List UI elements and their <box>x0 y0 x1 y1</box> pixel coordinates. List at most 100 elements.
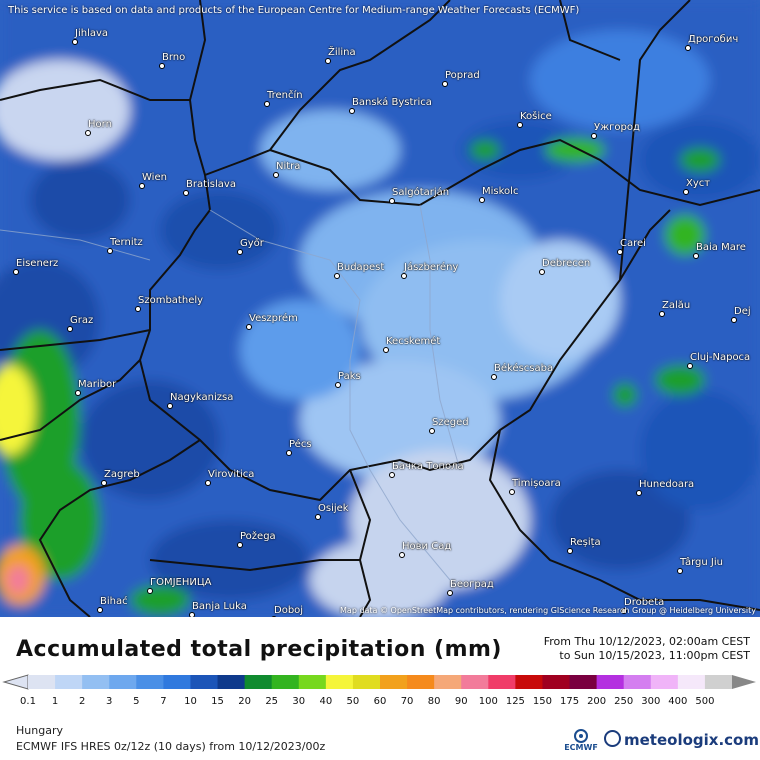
scale-tick-label: 25 <box>265 696 279 707</box>
legend-panel: Accumulated total precipitation (mm) Fro… <box>0 617 760 760</box>
city-label: Београд <box>450 579 494 590</box>
city-marker <box>621 608 627 614</box>
scale-swatch <box>352 675 381 689</box>
forecast-period: From Thu 10/12/2023, 02:00am CEST to Sun… <box>544 635 750 663</box>
scale-swatch <box>190 675 219 689</box>
city-marker <box>97 607 103 613</box>
scale-tick-label: 90 <box>454 696 468 707</box>
city-label: Dej <box>734 306 751 317</box>
city-marker <box>349 108 355 114</box>
scale-tick-label: 100 <box>478 696 498 707</box>
meteologix-logo[interactable]: meteologix.com <box>604 730 759 749</box>
scale-swatch <box>325 675 354 689</box>
city-marker <box>67 326 73 332</box>
city-label: Carei <box>620 238 646 249</box>
city-label: Horn <box>88 119 112 130</box>
city-marker <box>135 306 141 312</box>
city-marker <box>205 480 211 486</box>
scale-swatch <box>217 675 246 689</box>
city-marker <box>693 253 699 259</box>
color-scale <box>2 674 756 690</box>
city-label: Banja Luka <box>192 601 247 612</box>
meteologix-icon <box>604 730 621 747</box>
period-from: From Thu 10/12/2023, 02:00am CEST <box>543 635 750 648</box>
scale-swatch <box>515 675 543 689</box>
precipitation-field <box>0 0 760 617</box>
scale-swatch <box>28 675 56 689</box>
city-marker <box>189 612 195 617</box>
city-marker <box>13 269 19 275</box>
scale-tick-label: 50 <box>346 696 360 707</box>
city-label: Miskolc <box>482 186 519 197</box>
city-label: Brno <box>162 52 186 63</box>
city-label: Timișoara <box>512 478 561 489</box>
city-label: Târgu Jiu <box>680 557 723 568</box>
city-marker <box>442 81 448 87</box>
scale-swatch <box>109 675 137 689</box>
region-name: Hungary <box>16 724 63 737</box>
scale-tick-label: 20 <box>238 696 251 707</box>
city-label: Békéscsaba <box>494 363 554 374</box>
city-marker <box>383 347 389 353</box>
city-marker <box>335 382 341 388</box>
scale-swatch <box>271 675 300 689</box>
city-label: Szeged <box>432 417 469 428</box>
city-marker <box>399 552 405 558</box>
scale-tick-label: 1 <box>51 696 59 707</box>
scale-tick-label: 80 <box>427 696 441 707</box>
city-marker <box>315 514 321 520</box>
city-marker <box>517 122 523 128</box>
scale-tick-label: 300 <box>641 696 661 707</box>
scale-swatch <box>704 675 733 689</box>
city-marker <box>271 616 277 617</box>
ecmwf-icon <box>574 729 588 743</box>
scale-swatch <box>542 675 571 689</box>
city-marker <box>85 130 91 136</box>
ecmwf-logo: ECMWF <box>562 729 600 752</box>
scale-tick-label: 7 <box>160 696 167 707</box>
city-label: Jihlava <box>75 28 109 39</box>
city-marker <box>183 190 189 196</box>
city-label: Salgótarján <box>392 187 450 198</box>
scale-swatch <box>380 675 408 689</box>
scale-swatch <box>434 675 462 689</box>
scale-tick-label: 125 <box>505 696 525 707</box>
city-marker <box>107 248 113 254</box>
scale-tick-label: 70 <box>400 696 414 707</box>
city-marker <box>677 568 683 574</box>
scale-tick-label: 250 <box>614 696 634 707</box>
scale-swatch <box>569 675 598 689</box>
city-label: Zagreb <box>104 469 140 480</box>
city-label: Nitra <box>276 161 301 172</box>
city-marker <box>447 590 453 596</box>
city-marker <box>491 374 497 380</box>
city-label: Győr <box>240 238 264 249</box>
city-marker <box>636 490 642 496</box>
city-label: Wien <box>142 172 167 183</box>
precipitation-map[interactable]: This service is based on data and produc… <box>0 0 760 617</box>
city-marker <box>509 489 515 495</box>
city-label: Хуст <box>686 178 711 189</box>
city-label: ГОМЈЕНИЦА <box>150 577 212 588</box>
city-label: Jászberény <box>404 262 459 273</box>
scale-tick-label: 0.1 <box>20 696 36 707</box>
city-label: Baia Mare <box>696 242 746 253</box>
city-marker <box>237 249 243 255</box>
city-label: Бачка Топола <box>392 461 464 472</box>
city-label: Žilina <box>328 47 356 58</box>
city-label: Drobeta <box>624 597 665 608</box>
city-marker <box>659 311 665 317</box>
city-marker <box>685 45 691 51</box>
city-marker <box>617 249 623 255</box>
city-label: Reșița <box>570 537 601 548</box>
city-marker <box>429 428 435 434</box>
scale-tick-label: 2 <box>78 696 86 707</box>
scale-swatch <box>677 675 706 689</box>
city-label: Szombathely <box>138 295 204 306</box>
city-label: Debrecen <box>542 258 591 269</box>
scale-tick-label: 500 <box>695 696 715 707</box>
map-attribution[interactable]: Map data © OpenStreetMap contributors, r… <box>340 606 756 615</box>
city-label: Bihać <box>100 596 128 607</box>
city-marker <box>101 480 107 486</box>
city-label: Trenčín <box>267 90 303 101</box>
